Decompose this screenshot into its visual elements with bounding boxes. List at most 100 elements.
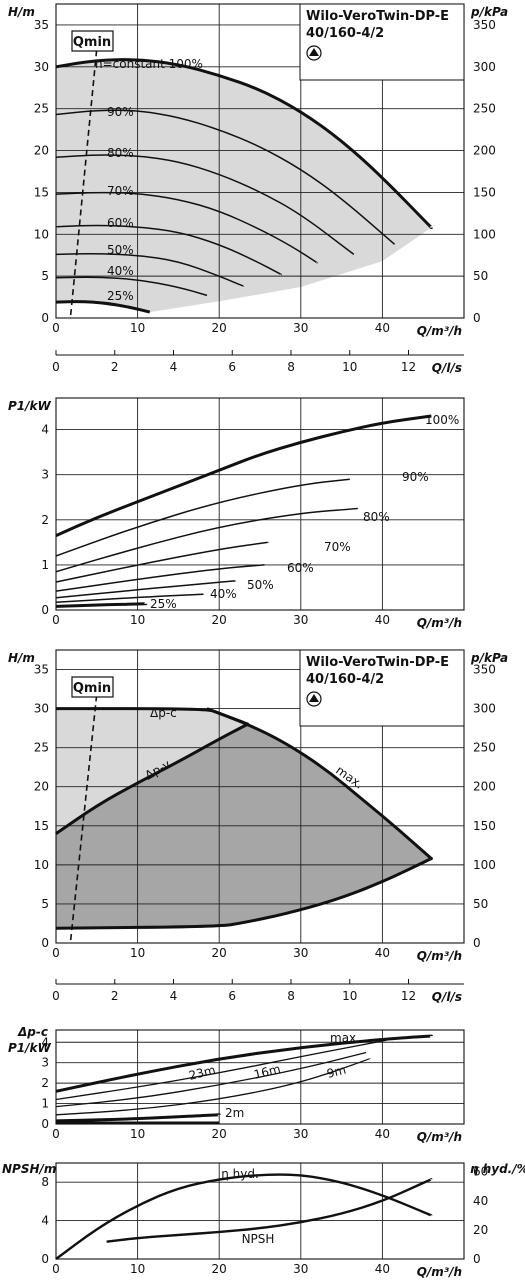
qmin-label: Qmin [73,35,111,50]
chart-title-line2: 40/160-4/2 [306,26,384,41]
speed-curve-n-constant-100- [55,58,433,230]
y-tick-label: 5 [41,897,49,911]
operating-region [56,59,432,313]
q-ls-1-tick-label: 4 [170,360,178,374]
dp-c-power-label: 2m [225,1106,244,1120]
speed-curve-60- [55,224,282,276]
qmin-box [71,676,114,698]
dp-c-power-label: 23m [187,1063,217,1083]
speed-label: 25% [107,289,134,303]
q-ls-2-label: Q/l/s [432,990,462,1004]
power-label: 70% [324,540,351,554]
y-right-tick-label: 100 [473,227,496,241]
y-right-tick-label: 20 [473,1223,488,1237]
x-axis-label: Q/m³/h [417,324,462,338]
y-right-tick-label: 350 [473,18,496,32]
title-box [299,3,465,81]
q-ls-1-tick-label: 0 [52,360,60,374]
y-tick-label: 3 [41,1056,49,1070]
y-axis-label: P1/kW [8,399,52,413]
q-ls-2-tick-label: 10 [342,989,357,1003]
y-tick-label: 25 [34,102,49,116]
plot-frame-4 [55,1029,465,1125]
x-axis-label: Q/m³/h [417,949,462,963]
plot-frame-5 [55,1162,465,1260]
y-axis-label: NPSH/m [2,1162,56,1176]
dp-c-power-curve-max- [55,1034,433,1093]
speed-label: 60% [107,216,134,230]
dp-c-power-label: max. [330,1031,360,1045]
x-tick-label: 0 [52,613,60,627]
y-tick-label: 30 [34,702,49,716]
x-tick-label: 40 [375,1262,390,1276]
q-ls-1-tick-label: 12 [401,360,416,374]
chart-title-line1: Wilo-VeroTwin-DP-E [306,655,449,670]
q-ls-2-tick-label: 2 [111,989,119,1003]
y-axis-label-top: Δp-c [17,1025,48,1039]
x-tick-label: 40 [375,1127,390,1141]
y-tick-label: 0 [41,1252,49,1266]
x-tick-label: 30 [293,1127,308,1141]
power-label: 50% [247,578,274,592]
power-curve-60- [55,564,265,592]
y-right-tick-label: 300 [473,702,496,716]
y-right-axis-label: p/kPa [470,651,508,665]
speed-label: 80% [107,146,134,160]
y-tick-label: 20 [34,780,49,794]
x-tick-label: 20 [212,613,227,627]
speed-label: 90% [107,105,134,119]
q-ls-2-tick-label: 8 [287,989,295,1003]
speed-curve-40- [55,276,208,297]
x-tick-label: 0 [52,946,60,960]
title-box [299,649,465,727]
control-curve-min [55,857,433,930]
y-right-tick-label: 60 [473,1165,488,1179]
x-tick-label: 20 [212,1262,227,1276]
q-ls-2-tick-label: 4 [170,989,178,1003]
y-tick-label: 4 [41,423,49,437]
x-tick-label: 30 [293,946,308,960]
plot-frame-3 [55,649,465,944]
y-right-tick-label: 200 [473,780,496,794]
dp-c-power-curve-2m [55,1113,221,1123]
power-label: 60% [287,561,314,575]
power-curve-100- [55,414,432,537]
power-label: 90% [402,470,429,484]
y-right-tick-label: 0 [473,936,481,950]
power-curve-80- [55,507,359,573]
y-tick-label: 15 [34,819,49,833]
y-axis-label: H/m [8,5,35,19]
q-ls-2-tick-label: 0 [52,989,60,1003]
y-right-tick-label: 250 [473,741,496,755]
x-tick-label: 10 [130,1127,145,1141]
x-tick-label: 20 [212,321,227,335]
x-axis-label: Q/m³/h [417,1265,462,1279]
y-right-tick-label: 150 [473,819,496,833]
power-label: 100% [425,413,459,427]
y-tick-label: 8 [41,1175,49,1189]
power-label: 80% [363,510,390,524]
x-tick-label: 20 [212,1127,227,1141]
y-tick-label: 0 [41,603,49,617]
y-tick-label: 10 [34,858,49,872]
qmin-box [71,30,114,52]
x-tick-label: 30 [293,613,308,627]
dp-c-power-curve-23m [55,1039,387,1101]
power-curve-70- [55,541,269,583]
x-tick-label: 10 [130,613,145,627]
y-tick-label: 0 [41,1117,49,1131]
y-right-tick-label: 40 [473,1194,488,1208]
dp-c-region [56,708,248,834]
x-tick-label: 30 [293,1262,308,1276]
y-right-axis-label: p/kPa [470,5,508,19]
y-tick-label: 1 [41,558,49,572]
npsh-label: NPSH [242,1232,275,1246]
dp-c-power-label: 16m [252,1062,282,1082]
x-tick-label: 0 [52,1262,60,1276]
x-tick-label: 40 [375,613,390,627]
speed-label: 50% [107,243,134,257]
dp-c-label: Δp-c [150,706,177,720]
y-tick-label: 20 [34,144,49,158]
q-ls-1-tick-label: 8 [287,360,295,374]
